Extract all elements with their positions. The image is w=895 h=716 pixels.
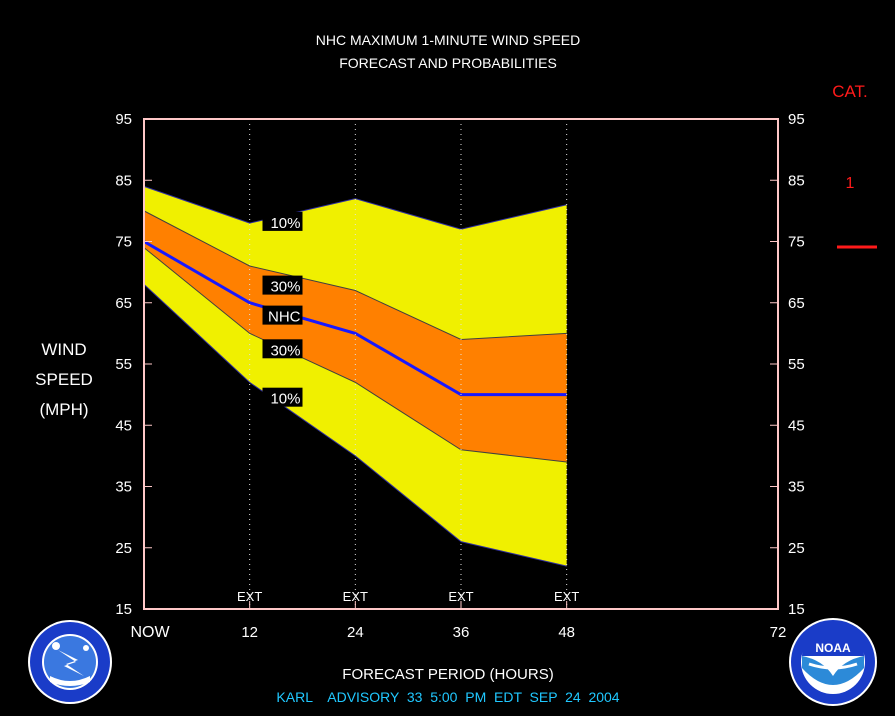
y-tick-label-right-35: 35 — [788, 479, 805, 496]
y-tick-label-left-85: 85 — [115, 172, 132, 189]
y-axis-label-line-2: SPEED — [35, 370, 93, 389]
y-axis-label-line-1: WIND — [41, 340, 86, 359]
y-tick-label-left-35: 35 — [115, 479, 132, 496]
label-upper-10-background — [262, 211, 303, 231]
y-tick-label-left-95: 95 — [115, 111, 132, 128]
lower-10-percent-boundary — [143, 284, 567, 567]
x-axis-label: FORECAST PERIOD (HOURS) — [342, 666, 553, 683]
x-tick-label-now: NOW — [130, 624, 170, 641]
chart-title-line-1: NHC MAXIMUM 1-MINUTE WIND SPEED — [316, 32, 580, 48]
label-lower-30-background — [262, 339, 303, 359]
y-tick-label-left-55: 55 — [115, 356, 132, 373]
ext-label-36: EXT — [448, 589, 473, 604]
lower-30-percent-boundary — [143, 247, 567, 463]
y-axis-label-line-3: (MPH) — [39, 400, 88, 419]
label-upper-30-background — [262, 275, 303, 295]
y-tick-label-left-75: 75 — [115, 234, 132, 251]
y-tick-label-left-15: 15 — [115, 601, 132, 618]
plot-area: EXT EXT EXT EXT 15 15 25 25 35 35 45 45 55 55 65 65 75 75… — [115, 111, 804, 641]
x-tick-label-24: 24 — [347, 624, 364, 641]
advisory-footer: KARL ADVISORY 33 5:00 PM EDT SEP 24 2004 — [276, 689, 619, 705]
y-tick-label-right-75: 75 — [788, 234, 805, 251]
x-tick-label-72: 72 — [770, 624, 787, 641]
category-header: CAT. — [832, 82, 868, 101]
label-nhc: NHC — [268, 309, 301, 326]
label-upper-30: 30% — [270, 279, 300, 296]
ext-label-24: EXT — [343, 589, 368, 604]
upper-30-percent-boundary — [143, 210, 567, 341]
y-tick-label-right-45: 45 — [788, 417, 805, 434]
upper-10-percent-boundary — [143, 185, 567, 230]
label-upper-10: 10% — [270, 215, 300, 232]
y-tick-label-right-25: 25 — [788, 540, 805, 557]
label-nhc-background — [262, 305, 303, 325]
y-tick-label-right-95: 95 — [788, 111, 805, 128]
y-tick-label-left-65: 65 — [115, 295, 132, 312]
x-tick-label-12: 12 — [241, 624, 258, 641]
y-tick-label-right-55: 55 — [788, 356, 805, 373]
label-lower-30: 30% — [270, 342, 300, 359]
x-tick-label-36: 36 — [453, 624, 470, 641]
nhc-forecast-line — [143, 240, 567, 397]
ext-label-48: EXT — [554, 589, 579, 604]
y-tick-label-right-65: 65 — [788, 295, 805, 312]
y-tick-label-right-85: 85 — [788, 172, 805, 189]
x-tick-label-48: 48 — [558, 624, 575, 641]
ext-label-12: EXT — [237, 589, 262, 604]
label-lower-10-background — [262, 387, 303, 407]
chart-title-line-2: FORECAST AND PROBABILITIES — [339, 55, 557, 71]
category-value: 1 — [846, 175, 855, 192]
label-lower-10: 10% — [270, 391, 300, 408]
y-tick-label-left-25: 25 — [115, 540, 132, 557]
y-tick-label-left-45: 45 — [115, 417, 132, 434]
y-tick-label-right-15: 15 — [788, 601, 805, 618]
noaa-logo-text: NOAA — [815, 641, 851, 655]
noaa-logo: NOAA — [789, 618, 877, 706]
nws-logo — [28, 620, 112, 704]
